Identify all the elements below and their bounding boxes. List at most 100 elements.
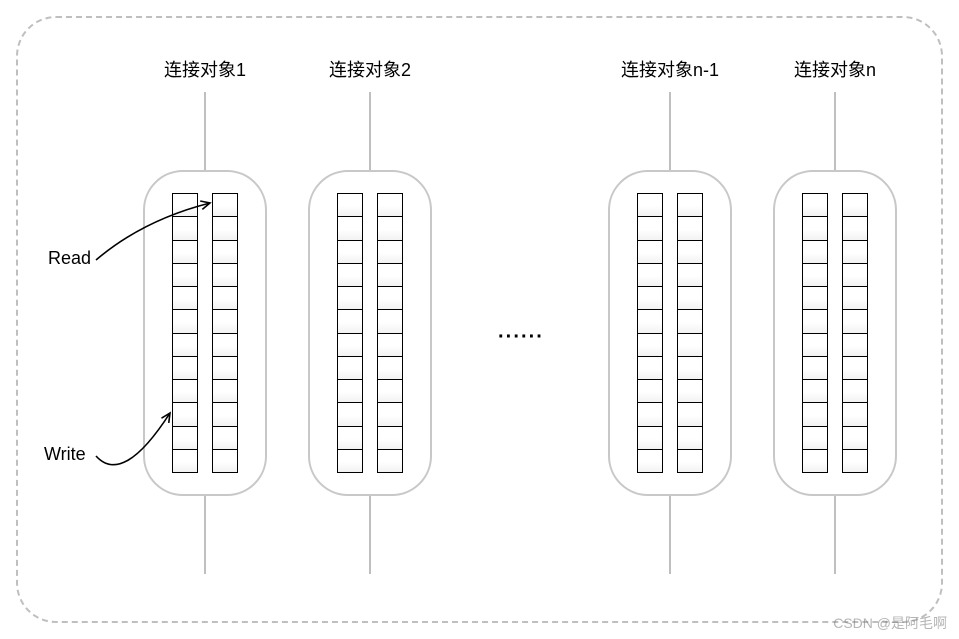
buffer-cell — [843, 403, 867, 426]
vertical-line-top — [369, 92, 371, 170]
object-capsule — [143, 170, 267, 496]
object-label: 连接对象n — [775, 56, 895, 82]
buffer-cell — [638, 264, 662, 287]
buffer-cell — [338, 310, 362, 333]
buffer-cell — [843, 334, 867, 357]
object-label: 连接对象n-1 — [610, 56, 730, 82]
buffer-cell — [678, 403, 702, 426]
vertical-line-top — [834, 92, 836, 170]
buffer-cell — [638, 403, 662, 426]
buffer-cell — [338, 450, 362, 472]
buffer-cell — [173, 310, 197, 333]
buffer-cell — [378, 194, 402, 217]
buffer-cell — [803, 241, 827, 264]
buffer-cell — [338, 264, 362, 287]
buffer-cell — [843, 241, 867, 264]
vertical-line-bottom — [834, 496, 836, 574]
buffer-cell — [213, 241, 237, 264]
buffer-cell — [638, 334, 662, 357]
buffer-cell — [843, 427, 867, 450]
buffer-cell — [173, 287, 197, 310]
vertical-line-bottom — [369, 496, 371, 574]
buffer-cell — [173, 380, 197, 403]
buffer-cell — [803, 334, 827, 357]
buffer-cell — [843, 380, 867, 403]
buffer-cell — [638, 241, 662, 264]
vertical-line-top — [204, 92, 206, 170]
buffer-cell — [338, 334, 362, 357]
buffer-cell — [338, 217, 362, 240]
buffer-cell — [678, 427, 702, 450]
buffer-cell — [803, 264, 827, 287]
buffer-cell — [378, 357, 402, 380]
read-label: Read — [48, 248, 91, 269]
buffer-cell — [378, 450, 402, 472]
buffer-cell — [213, 450, 237, 472]
buffer-cell — [678, 310, 702, 333]
buffer-cell — [843, 450, 867, 472]
buffer-cell — [843, 194, 867, 217]
buffer-cell — [638, 310, 662, 333]
buffer-cell — [803, 403, 827, 426]
buffer-cell — [338, 287, 362, 310]
buffer-cell — [378, 380, 402, 403]
buffer-cell — [803, 450, 827, 472]
buffer-cell — [173, 217, 197, 240]
write-label: Write — [44, 444, 86, 465]
buffer-cell — [338, 241, 362, 264]
buffer-cell — [678, 334, 702, 357]
buffer-cell — [378, 427, 402, 450]
buffer-cell — [378, 334, 402, 357]
buffer-cell — [173, 194, 197, 217]
buffer-cell — [678, 241, 702, 264]
buffer-left — [637, 193, 663, 473]
object-capsule — [308, 170, 432, 496]
buffer-cell — [638, 450, 662, 472]
buffer-cell — [338, 380, 362, 403]
buffer-cell — [378, 241, 402, 264]
buffer-cell — [638, 287, 662, 310]
buffer-cell — [173, 450, 197, 472]
buffer-right — [212, 193, 238, 473]
buffer-cell — [678, 287, 702, 310]
buffer-right — [377, 193, 403, 473]
buffer-cell — [638, 427, 662, 450]
buffer-cell — [638, 194, 662, 217]
buffer-cell — [338, 427, 362, 450]
buffer-cell — [678, 194, 702, 217]
buffer-right — [677, 193, 703, 473]
buffer-cell — [843, 264, 867, 287]
buffer-cell — [378, 264, 402, 287]
buffer-cell — [213, 403, 237, 426]
buffer-cell — [173, 334, 197, 357]
buffer-cell — [378, 217, 402, 240]
buffer-right — [842, 193, 868, 473]
vertical-line-top — [669, 92, 671, 170]
buffer-cell — [173, 357, 197, 380]
buffer-left — [802, 193, 828, 473]
buffer-cell — [213, 287, 237, 310]
buffer-cell — [678, 357, 702, 380]
object-capsule — [608, 170, 732, 496]
object-label: 连接对象2 — [310, 56, 430, 82]
buffer-cell — [843, 217, 867, 240]
buffer-cell — [173, 427, 197, 450]
buffer-cell — [678, 380, 702, 403]
buffer-cell — [338, 403, 362, 426]
buffer-cell — [843, 287, 867, 310]
buffer-cell — [378, 310, 402, 333]
object-capsule — [773, 170, 897, 496]
buffer-cell — [378, 403, 402, 426]
buffer-left — [337, 193, 363, 473]
buffer-cell — [638, 217, 662, 240]
buffer-cell — [803, 380, 827, 403]
buffer-cell — [213, 334, 237, 357]
buffer-cell — [213, 217, 237, 240]
buffer-cell — [638, 357, 662, 380]
buffer-cell — [803, 310, 827, 333]
buffer-cell — [173, 241, 197, 264]
ellipsis-label: ······ — [498, 326, 544, 349]
buffer-cell — [213, 357, 237, 380]
buffer-cell — [678, 264, 702, 287]
buffer-cell — [338, 194, 362, 217]
